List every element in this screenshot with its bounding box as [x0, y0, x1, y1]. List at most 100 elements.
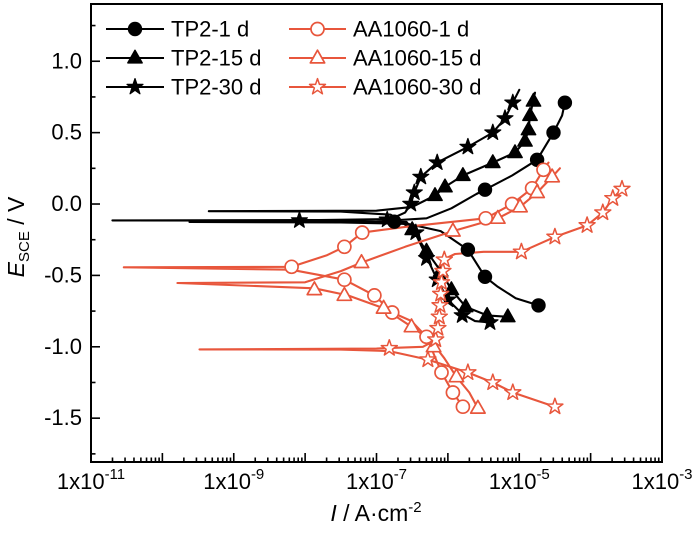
marker-AA1060-1-d — [455, 399, 471, 415]
marker-TP2-15-d — [499, 308, 516, 323]
marker-AA1060-30-d — [431, 284, 450, 302]
marker-AA1060-1-d — [445, 385, 461, 400]
marker-AA1060-1-d — [354, 225, 370, 240]
marker-TP2-1-d — [477, 269, 493, 284]
legend-entry-AA1060-1-d: AA1060-1 d — [289, 17, 469, 42]
marker-AA1060-1-d — [478, 210, 494, 226]
x-tick-label: 1x10-11 — [57, 466, 125, 494]
marker-TP2-30-d — [290, 211, 308, 228]
legend-label: TP2-15 d — [171, 46, 262, 71]
marker-AA1060-30-d — [431, 296, 449, 313]
marker-AA1060-30-d — [613, 179, 631, 197]
y-tick-label: 1.0 — [51, 48, 82, 73]
x-tick-label: 1x10-3 — [631, 466, 692, 494]
marker-AA1060-30-d — [435, 250, 454, 268]
marker-TP2-30-d — [378, 210, 396, 228]
x-tick-labels: 1x10-11 1x10-9 1x10-7 1x10-5 1x10-3 — [57, 466, 693, 494]
circle-legend-icon — [127, 21, 143, 37]
marker-AA1060-30-d — [594, 203, 612, 221]
y-tick-label: -1.0 — [44, 334, 82, 359]
marker-AA1060-30-d — [484, 373, 502, 391]
marker-TP2-15-d — [525, 92, 542, 107]
marker-TP2-15-d — [427, 187, 443, 202]
legend-label: TP2-30 d — [171, 75, 262, 100]
marker-AA1060-1-d — [367, 288, 382, 303]
marker-AA1060-30-d — [604, 189, 622, 206]
legend: TP2-1 d TP2-15 d TP2-30 d AA1060-1 d AA1060-… — [106, 17, 481, 100]
marker-AA1060-15-d — [544, 168, 561, 183]
marker-AA1060-15-d — [403, 318, 420, 333]
x-tick-label: 1x10-5 — [489, 466, 550, 494]
marker-TP2-30-d — [459, 137, 477, 155]
marker-TP2-30-d — [407, 223, 425, 241]
marker-TP2-30-d — [453, 306, 471, 323]
marker-AA1060-1-d — [337, 272, 352, 288]
marker-AA1060-30-d — [426, 330, 445, 348]
marker-AA1060-30-d — [432, 273, 451, 291]
triangle-legend-icon — [309, 49, 326, 64]
x-tick-label: 1x10-7 — [346, 466, 407, 494]
marker-TP2-30-d — [428, 153, 446, 171]
marker-AA1060-1-d — [284, 259, 299, 275]
marker-AA1060-15-d — [448, 368, 465, 383]
legend-label: AA1060-1 d — [353, 17, 469, 42]
y-tick-label: -0.5 — [44, 262, 82, 287]
triangle-legend-icon — [127, 49, 143, 64]
marker-AA1060-30-d — [380, 339, 399, 356]
star-legend-icon — [126, 78, 144, 95]
marker-TP2-15-d — [507, 144, 523, 159]
marker-AA1060-15-d — [529, 183, 546, 199]
marker-AA1060-30-d — [546, 397, 564, 415]
marker-AA1060-15-d — [489, 209, 506, 225]
y-tick-label: 0.5 — [51, 120, 82, 145]
marker-AA1060-30-d — [430, 307, 449, 325]
marker-AA1060-30-d — [512, 242, 531, 260]
marker-AA1060-15-d — [306, 281, 323, 296]
marker-AA1060-15-d — [375, 299, 392, 314]
marker-TP2-15-d — [484, 154, 501, 169]
marker-AA1060-15-d — [336, 286, 353, 302]
legend-label: TP2-1 d — [171, 17, 249, 42]
marker-TP2-15-d — [517, 132, 533, 147]
y-tick-label: -1.5 — [44, 405, 82, 430]
legend-entry-TP2-1-d: TP2-1 d — [106, 17, 249, 42]
legend-entry-AA1060-15-d: AA1060-15 d — [289, 46, 481, 71]
marker-TP2-30-d — [402, 195, 420, 212]
marker-TP2-15-d — [520, 121, 537, 136]
marker-TP2-1-d — [531, 298, 546, 313]
marker-AA1060-30-d — [419, 350, 437, 368]
marker-TP2-30-d — [484, 123, 502, 141]
y-axis-title: ESCE / V — [3, 196, 33, 277]
marker-TP2-30-d — [412, 167, 430, 185]
marker-TP2-15-d — [437, 178, 453, 193]
marker-AA1060-15-d — [469, 399, 486, 414]
legend-label: AA1060-30 d — [353, 75, 481, 100]
marker-TP2-15-d — [454, 167, 471, 182]
marker-AA1060-30-d — [459, 363, 477, 381]
marker-AA1060-1-d — [434, 365, 449, 380]
marker-AA1060-15-d — [353, 253, 370, 269]
marker-AA1060-30-d — [504, 383, 522, 401]
x-axis-title: I / A·cm-2 — [330, 499, 421, 526]
y-tick-labels: 1.0 0.5 0.0 -0.5 -1.0 -1.5 — [44, 48, 82, 430]
marker-TP2-30-d — [504, 93, 522, 111]
x-tick-label: 1x10-9 — [203, 466, 264, 494]
y-tick-label: 0.0 — [51, 191, 82, 216]
marker-TP2-1-d — [557, 95, 573, 110]
star-legend-icon — [308, 77, 327, 95]
marker-AA1060-30-d — [546, 227, 564, 245]
legend-entry-TP2-30-d: TP2-30 d — [106, 75, 262, 100]
legend-entry-AA1060-30-d: AA1060-30 d — [289, 75, 481, 100]
marker-TP2-30-d — [481, 313, 499, 330]
axis-ticks — [90, 24, 663, 462]
legend-label: AA1060-15 d — [353, 46, 481, 71]
marker-AA1060-30-d — [434, 261, 452, 279]
marker-AA1060-15-d — [444, 222, 461, 237]
marker-TP2-15-d — [522, 107, 538, 122]
marker-TP2-30-d — [496, 109, 514, 126]
series-markers — [284, 92, 631, 415]
circle-legend-icon — [310, 21, 325, 37]
legend-entry-TP2-15-d: TP2-15 d — [106, 46, 262, 71]
